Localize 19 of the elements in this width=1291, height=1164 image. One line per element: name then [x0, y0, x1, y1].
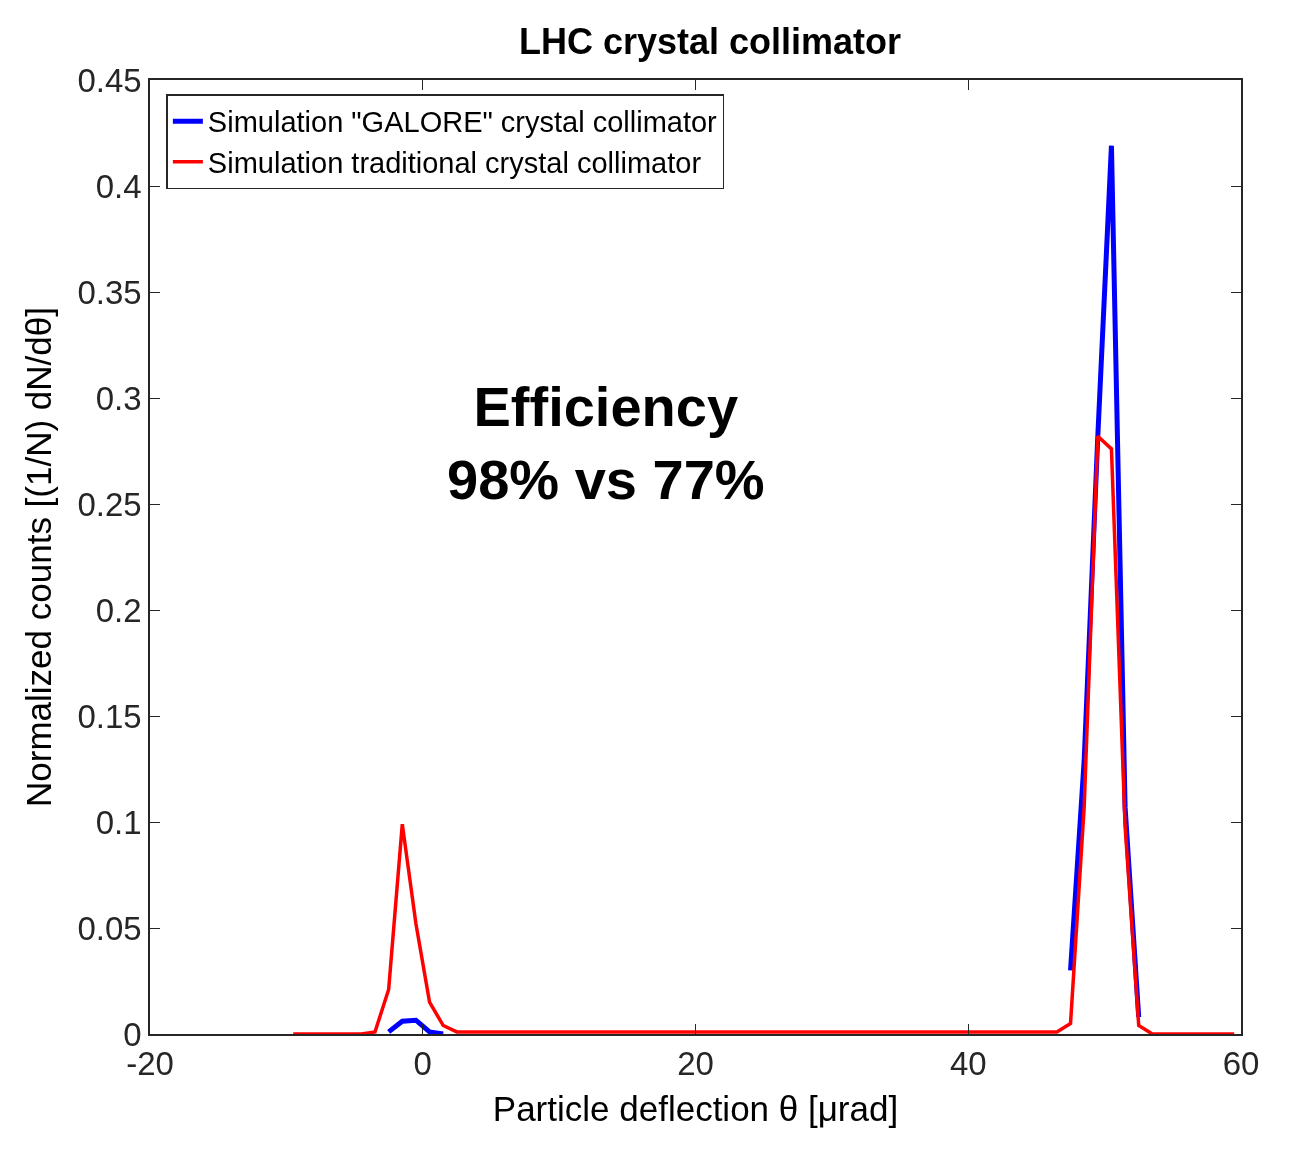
- y-tick-label: 0.05: [77, 909, 142, 947]
- y-tick-label: 0.15: [77, 697, 142, 735]
- y-tick-label: 0.1: [95, 803, 142, 841]
- legend-label: Simulation "GALORE" crystal collimator: [207, 106, 718, 139]
- x-axis-title: Particle deflection θ [μrad]: [492, 1088, 899, 1128]
- chart-title: LHC crystal collimator: [518, 21, 902, 63]
- x-tick-label: 20: [677, 1045, 714, 1083]
- legend-label: Simulation traditional crystal collimator: [207, 147, 702, 180]
- annotation: Efficiency 98% vs 77%: [447, 375, 765, 511]
- y-tick-label: 0.35: [77, 273, 142, 311]
- x-tick-label: 0: [413, 1045, 432, 1083]
- y-axis-title: Normalized counts [(1/N) dN/dθ]: [19, 307, 59, 807]
- y-tick-label: 0.2: [95, 591, 142, 629]
- y-tick-label: 0.3: [95, 379, 142, 417]
- y-tick-label: 0.4: [95, 167, 142, 205]
- x-tick-label: 60: [1222, 1045, 1260, 1083]
- x-tick-label: 40: [949, 1045, 987, 1083]
- y-tick-label: 0.25: [77, 485, 142, 523]
- y-tick-label: 0.45: [77, 61, 142, 99]
